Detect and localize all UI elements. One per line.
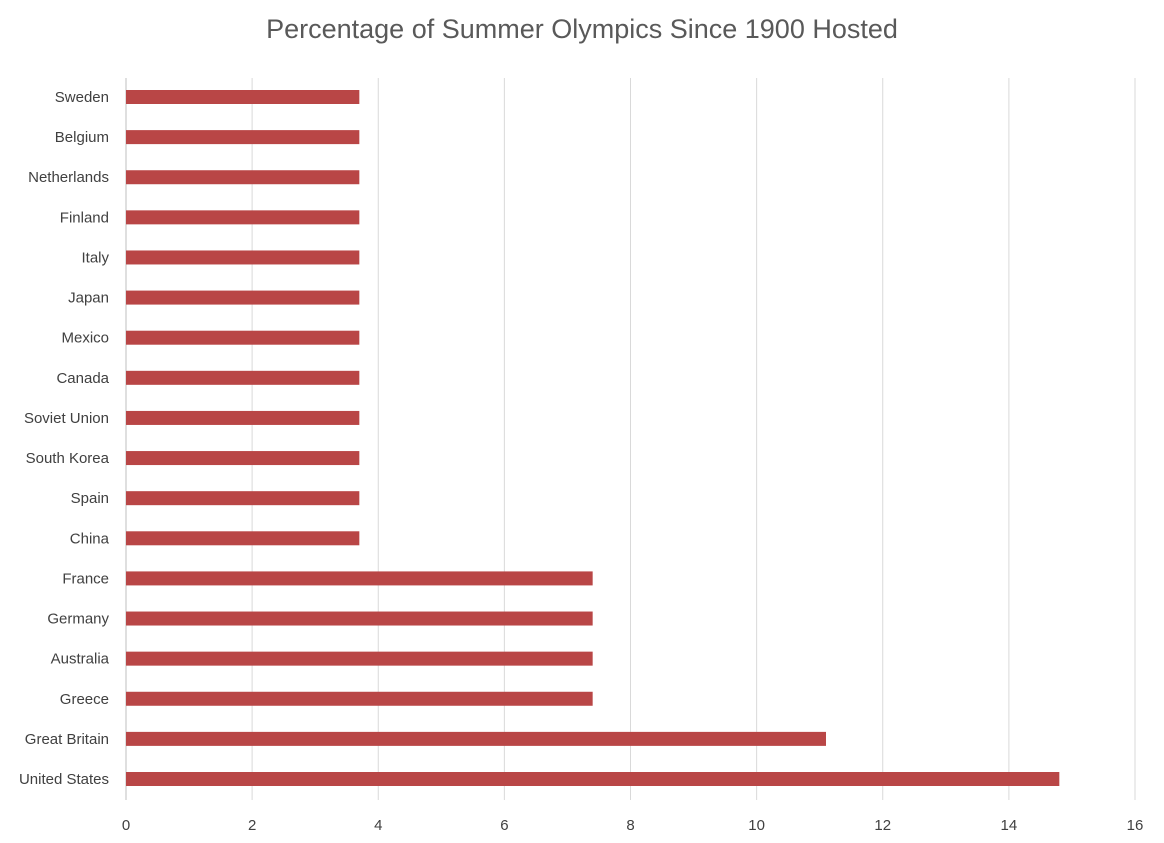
bar-china bbox=[126, 531, 360, 546]
bar-italy bbox=[126, 250, 360, 265]
x-tick-label: 6 bbox=[500, 817, 508, 834]
bar-soviet-union bbox=[126, 410, 360, 425]
bar-greece bbox=[126, 691, 593, 706]
x-tick-labels: 0 2 4 6 8 10 12 14 16 bbox=[122, 817, 1144, 834]
x-tick-label: 4 bbox=[374, 817, 382, 834]
category-label: Spain bbox=[71, 490, 109, 507]
category-label: Great Britain bbox=[25, 731, 109, 748]
category-label: South Korea bbox=[26, 450, 110, 467]
category-labels: Sweden Belgium Netherlands Finland Italy Japa… bbox=[19, 89, 110, 788]
bar-united-states bbox=[126, 772, 1060, 786]
bar-mexico bbox=[126, 330, 360, 345]
bar-germany bbox=[126, 611, 593, 626]
category-label: Finland bbox=[60, 209, 109, 226]
category-label: Japan bbox=[68, 290, 109, 307]
category-label: Belgium bbox=[55, 129, 109, 146]
x-tick-label: 10 bbox=[748, 817, 765, 834]
chart-title: Percentage of Summer Olympics Since 1900… bbox=[266, 14, 898, 44]
category-label: United States bbox=[19, 771, 109, 788]
gridlines bbox=[125, 78, 1136, 800]
category-label: France bbox=[62, 570, 109, 587]
bar-japan bbox=[126, 290, 360, 305]
x-tick-label: 0 bbox=[122, 817, 130, 834]
x-tick-label: 2 bbox=[248, 817, 256, 834]
bar-belgium bbox=[126, 130, 360, 145]
bar-canada bbox=[126, 370, 360, 385]
category-label: Sweden bbox=[55, 89, 109, 106]
category-label: Mexico bbox=[61, 330, 109, 347]
x-tick-label: 14 bbox=[1001, 817, 1018, 834]
bar-spain bbox=[126, 491, 360, 506]
category-label: Australia bbox=[51, 651, 110, 668]
bar-finland bbox=[126, 210, 360, 225]
bar-great-britain bbox=[126, 731, 826, 746]
category-label: Greece bbox=[60, 691, 109, 708]
category-label: Italy bbox=[81, 249, 109, 266]
category-label: Germany bbox=[47, 611, 109, 628]
bar-sweden bbox=[126, 90, 360, 104]
category-label: China bbox=[70, 530, 110, 547]
category-label: Canada bbox=[56, 370, 109, 387]
x-tick-label: 12 bbox=[874, 817, 891, 834]
bar-netherlands bbox=[126, 170, 360, 185]
x-tick-label: 8 bbox=[626, 817, 634, 834]
bar-south-korea bbox=[126, 451, 360, 466]
bars bbox=[126, 90, 1060, 786]
bar-australia bbox=[126, 651, 593, 666]
x-tick-label: 16 bbox=[1127, 817, 1144, 834]
category-label: Netherlands bbox=[28, 169, 109, 186]
bar-france bbox=[126, 571, 593, 586]
category-label: Soviet Union bbox=[24, 410, 109, 427]
